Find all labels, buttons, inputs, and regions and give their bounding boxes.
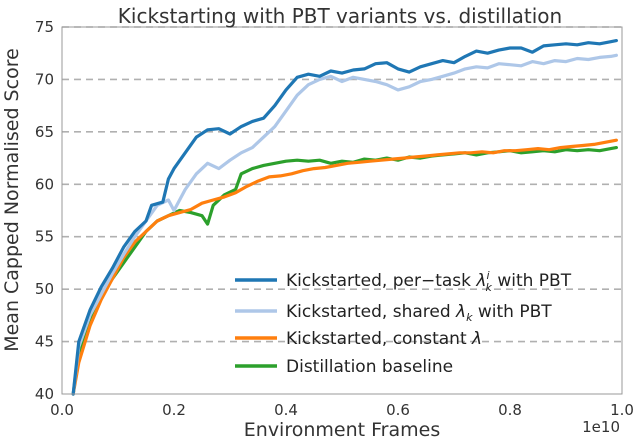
legend-label-per-task: Kickstarted, per−task λi k with PBT <box>286 269 572 294</box>
x-axis-title: Environment Frames <box>244 419 440 441</box>
y-tick-label: 50 <box>35 280 54 298</box>
y-axis-title: Mean Capped Normalised Score <box>1 48 23 352</box>
y-tick-label: 40 <box>35 385 54 403</box>
x-axis-ticks: 0.0 0.2 0.4 0.6 0.8 1.0 <box>50 401 634 419</box>
legend: Kickstarted, per−task λi k with PBT Kicks… <box>235 269 572 377</box>
y-tick-label: 60 <box>35 175 54 193</box>
y-tick-label: 55 <box>35 228 54 246</box>
x-tick-label: 0.8 <box>498 401 522 419</box>
x-tick-label: 0.2 <box>162 401 186 419</box>
legend-label-distillation: Distillation baseline <box>286 357 453 377</box>
x-tick-label: 0.4 <box>274 401 298 419</box>
x-axis-offset-label: 1e10 <box>582 418 620 436</box>
y-tick-label: 45 <box>35 333 54 351</box>
y-tick-label: 75 <box>35 18 54 36</box>
x-tick-label: 1.0 <box>610 401 634 419</box>
legend-label-constant: Kickstarted, constant λ <box>286 329 482 349</box>
x-tick-label: 0.6 <box>386 401 410 419</box>
series-line-constant <box>71 138 618 396</box>
series-line-per-task-pbt <box>71 39 618 396</box>
chart-title: Kickstarting with PBT variants vs. disti… <box>118 4 562 28</box>
y-tick-label: 65 <box>35 123 54 141</box>
plot-area-frame <box>61 26 623 395</box>
series-lines <box>71 39 618 396</box>
legend-label-shared: Kickstarted, shared λk with PBT <box>286 302 552 324</box>
y-tick-label: 70 <box>35 70 54 88</box>
x-tick-label: 0.0 <box>50 401 74 419</box>
y-axis-ticks: 40 45 50 55 60 65 70 75 <box>35 18 54 403</box>
